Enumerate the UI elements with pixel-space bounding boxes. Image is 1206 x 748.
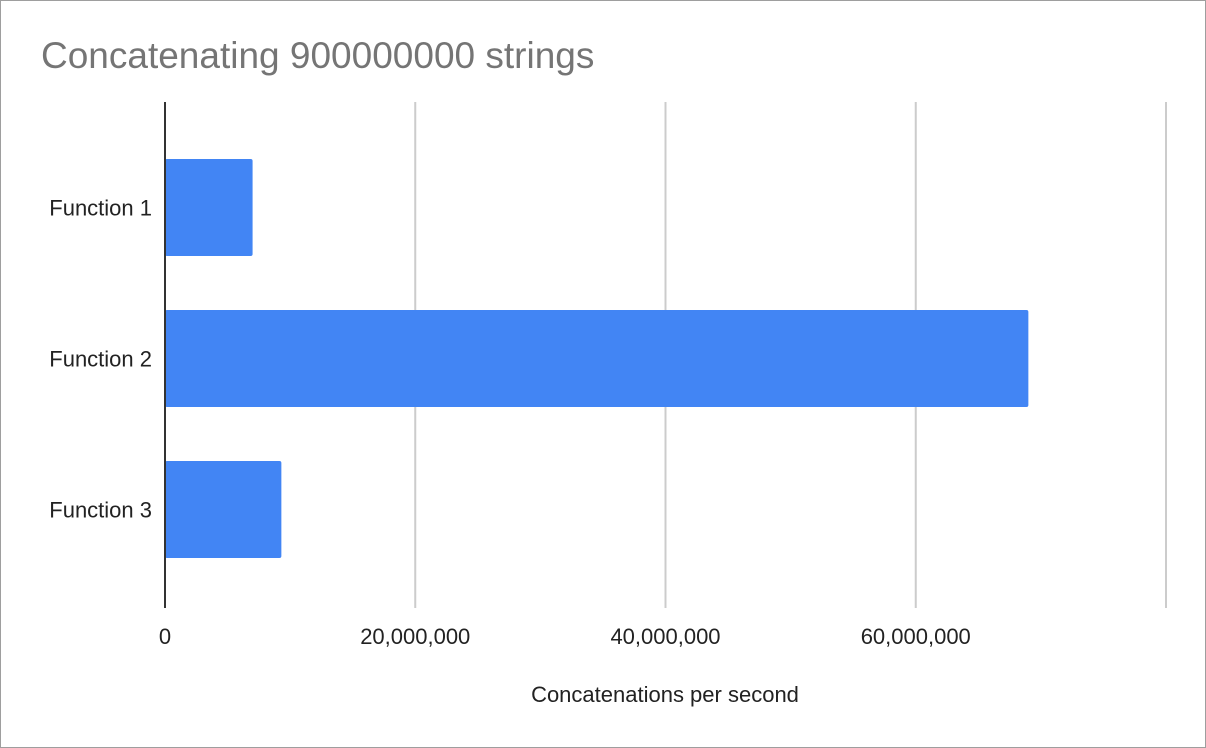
bar-2 [165, 310, 1029, 407]
category-label: Function 1 [49, 196, 152, 221]
category-label: Function 2 [49, 347, 152, 372]
category-labels: Function 1 Function 2 Function 3 [49, 196, 152, 523]
x-tick-label: 40,000,000 [610, 624, 720, 649]
bar-1 [165, 159, 253, 256]
chart-title: Concatenating 900000000 strings [41, 35, 595, 76]
category-label: Function 3 [49, 498, 152, 523]
bars [165, 159, 1029, 558]
x-tick-label: 20,000,000 [360, 624, 470, 649]
x-axis-ticks: 0 20,000,000 40,000,000 60,000,000 [159, 624, 971, 649]
x-tick-label: 60,000,000 [861, 624, 971, 649]
x-axis-title: Concatenations per second [531, 682, 799, 707]
x-tick-label: 0 [159, 624, 171, 649]
bar-3 [165, 461, 282, 558]
